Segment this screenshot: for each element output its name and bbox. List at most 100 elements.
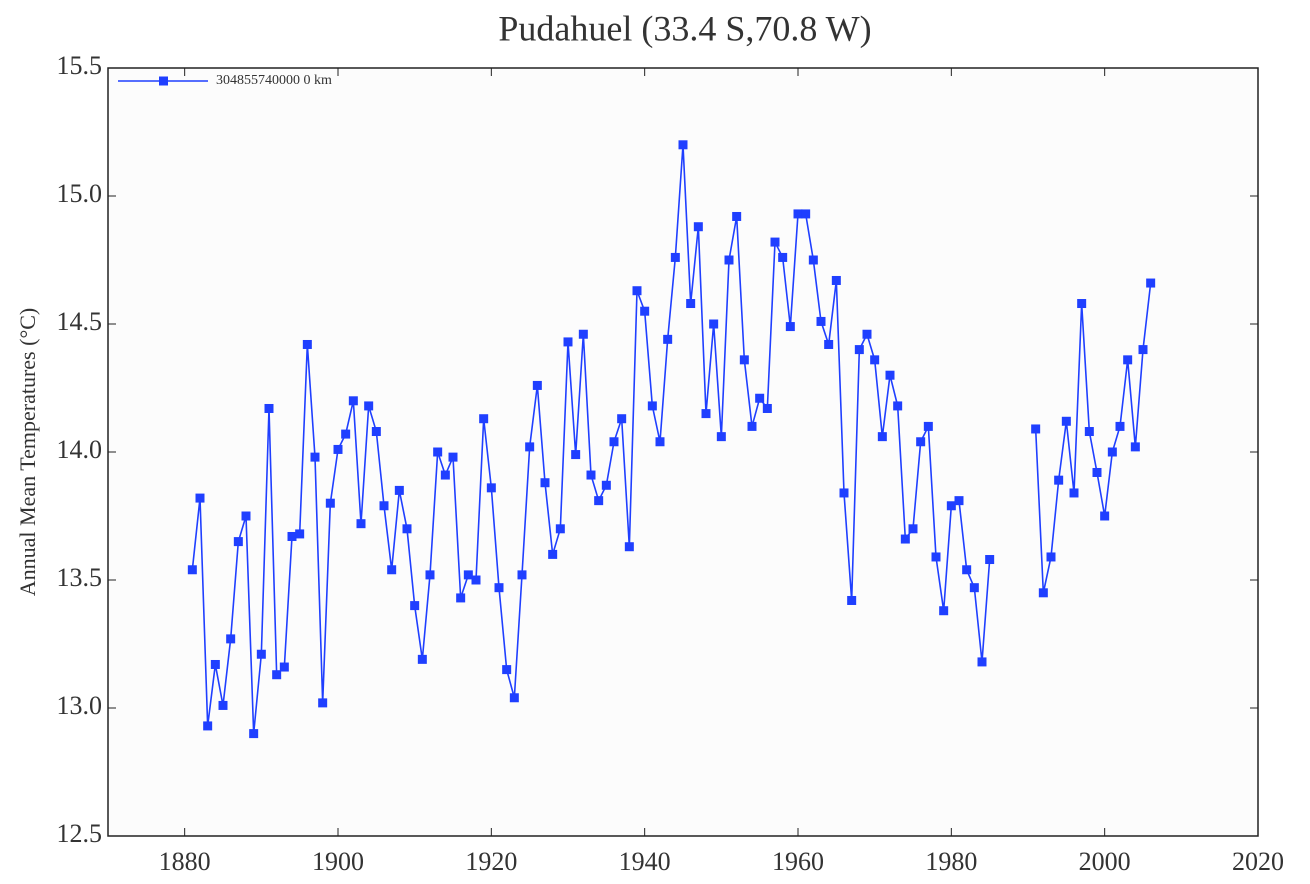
data-point (548, 549, 558, 559)
data-point (379, 501, 389, 511)
data-point (831, 275, 841, 285)
data-point (701, 409, 711, 419)
x-tick-label: 1880 (159, 847, 211, 876)
chart-title: Pudahuel (33.4 S,70.8 W) (498, 8, 871, 48)
x-tick-label: 1960 (772, 847, 824, 876)
data-point (1123, 355, 1133, 365)
data-point (440, 470, 450, 480)
data-point (601, 480, 611, 490)
data-point (755, 393, 765, 403)
data-point (463, 570, 473, 580)
data-point (226, 634, 236, 644)
x-tick-label: 1980 (925, 847, 977, 876)
data-point (801, 209, 811, 219)
data-point (1130, 442, 1140, 452)
data-point (808, 255, 818, 265)
y-tick-label: 14.5 (57, 307, 103, 336)
data-point (1092, 467, 1102, 477)
data-point (762, 403, 772, 413)
data-point (839, 488, 849, 498)
data-point (716, 432, 726, 442)
data-point (724, 255, 734, 265)
x-tick-label: 1940 (619, 847, 671, 876)
data-point (195, 493, 205, 503)
data-point (517, 570, 527, 580)
legend-label: 304855740000 0 km (216, 73, 332, 88)
data-point (686, 299, 696, 309)
y-tick-label: 14.0 (57, 435, 103, 464)
data-point (862, 329, 872, 339)
data-point (1038, 588, 1048, 598)
data-point (279, 662, 289, 672)
data-point (187, 565, 197, 575)
data-point (410, 601, 420, 611)
data-point (494, 583, 504, 593)
data-point (900, 534, 910, 544)
data-point (563, 337, 573, 347)
data-point (348, 396, 358, 406)
y-axis-label: Annual Mean Temperatures (°C) (15, 308, 40, 596)
data-point (908, 524, 918, 534)
data-point (693, 222, 703, 232)
legend-marker (159, 76, 168, 86)
data-point (732, 211, 742, 221)
data-point (678, 140, 688, 150)
data-point (364, 401, 374, 411)
data-point (394, 485, 404, 495)
data-point (1115, 421, 1125, 431)
data-point (962, 565, 972, 575)
data-point (1061, 416, 1071, 426)
data-point (448, 452, 458, 462)
y-tick-label: 15.5 (57, 51, 103, 80)
data-point (425, 570, 435, 580)
data-point (502, 665, 512, 675)
data-point (969, 583, 979, 593)
data-point (318, 698, 328, 708)
data-point (1107, 447, 1117, 457)
data-point (778, 252, 788, 262)
x-tick-label: 2000 (1079, 847, 1131, 876)
data-point (877, 432, 887, 442)
data-point (916, 437, 926, 447)
data-point (417, 654, 427, 664)
data-point (540, 478, 550, 488)
data-point (946, 501, 956, 511)
data-point (371, 427, 381, 437)
y-tick-label: 13.5 (57, 563, 103, 592)
data-point (586, 470, 596, 480)
data-point (387, 565, 397, 575)
data-point (486, 483, 496, 493)
data-point (479, 414, 489, 424)
data-point (640, 306, 650, 316)
data-point (302, 339, 312, 349)
data-point (816, 316, 826, 326)
data-point (923, 421, 933, 431)
data-point (824, 339, 834, 349)
data-point (747, 421, 757, 431)
data-point (854, 345, 864, 355)
data-point (241, 511, 251, 521)
data-point (578, 329, 588, 339)
data-point (532, 380, 542, 390)
data-point (624, 542, 634, 552)
x-tick-label: 1920 (465, 847, 517, 876)
data-point (249, 729, 259, 739)
data-point (1084, 427, 1094, 437)
data-point (256, 649, 266, 659)
data-point (617, 414, 627, 424)
data-point (1054, 475, 1064, 485)
x-tick-label: 2020 (1232, 847, 1284, 876)
data-point (977, 657, 987, 667)
data-point (931, 552, 941, 562)
data-point (793, 209, 803, 219)
data-point (341, 429, 351, 439)
data-point (525, 442, 535, 452)
y-tick-label: 13.0 (57, 691, 103, 720)
data-point (325, 498, 335, 508)
data-point (402, 524, 412, 534)
data-point (456, 593, 466, 603)
data-point (954, 496, 964, 506)
data-point (632, 286, 642, 296)
data-point (870, 355, 880, 365)
